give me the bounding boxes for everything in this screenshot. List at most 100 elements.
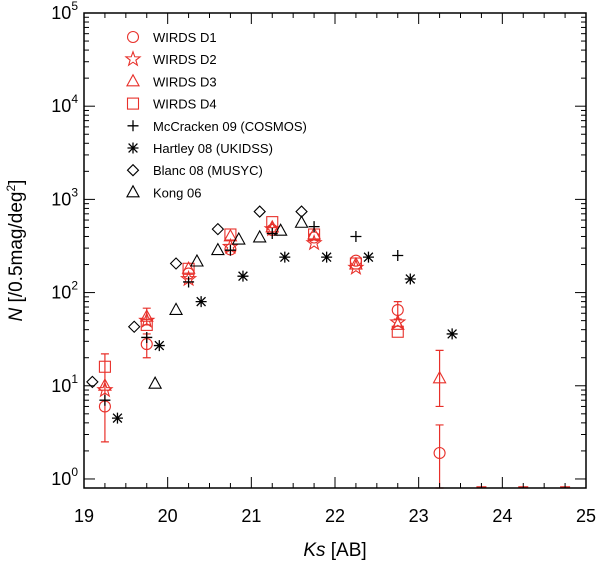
legend-marker-1-shape (126, 30, 140, 44)
data-point-6-8 (404, 273, 416, 285)
data-point-6-2-shape (153, 340, 165, 352)
data-point-5-3-shape (183, 276, 195, 288)
data-point-4-1-shape (98, 360, 111, 373)
data-point-4-3 (182, 262, 195, 275)
series-6 (111, 251, 458, 424)
legend-marker-6 (127, 142, 139, 154)
data-point-3-1 (97, 378, 112, 391)
series-7 (86, 205, 308, 389)
data-point-3-2 (139, 309, 154, 322)
legend-label-7: Blanc 08 (MUSYC) (153, 163, 263, 178)
y-tick-label: 101 (51, 372, 78, 396)
data-point-4-5-shape (266, 216, 279, 229)
legend-marker-1 (126, 30, 140, 44)
data-point-8-8 (294, 215, 309, 228)
data-point-8-4 (210, 242, 225, 256)
data-point-4-4-shape (224, 228, 237, 241)
x-tick-label: 19 (74, 506, 94, 526)
error-bar-3-2 (435, 349, 444, 408)
data-point-6-4 (237, 270, 249, 282)
data-point-5-3 (183, 276, 195, 288)
legend-marker-6-shape (127, 142, 139, 154)
data-point-6-3-shape (195, 296, 207, 308)
data-layer (86, 205, 571, 489)
data-point-5-7-shape (350, 230, 362, 242)
data-point-4-2-shape (140, 318, 153, 331)
y-tick-label-exponent: 2 (71, 279, 78, 293)
legend-label-5: McCracken 09 (COSMOS) (153, 119, 307, 134)
data-point-8-3 (189, 253, 204, 267)
x-tick-label: 24 (492, 506, 512, 526)
data-point-6-6 (321, 251, 333, 263)
legend-marker-5-shape (127, 120, 139, 132)
x-tick-label: 20 (158, 506, 178, 526)
data-point-6-2 (153, 340, 165, 352)
data-point-8-1-shape (148, 376, 163, 389)
y-axis-label-rest: [/0.5mag/deg (6, 192, 27, 308)
x-tick-label: 21 (241, 506, 261, 526)
data-point-6-4-shape (237, 270, 249, 282)
data-point-5-2-shape (141, 331, 153, 343)
legend-item-3: WIRDS D3 (126, 73, 217, 89)
x-tick-label: 22 (325, 506, 345, 526)
data-point-3-6 (307, 226, 322, 240)
data-point-8-3-shape (189, 253, 204, 267)
data-point-5-7 (350, 230, 362, 242)
data-point-8-7 (273, 223, 288, 236)
legend-label-6: Hartley 08 (UKIDSS) (153, 141, 273, 156)
data-point-7-1-shape (86, 375, 99, 389)
y-tick-label-base: 10 (51, 283, 71, 303)
legend-marker-3-shape (126, 73, 140, 87)
legend-item-8: Kong 06 (126, 184, 201, 200)
data-point-8-2-shape (169, 302, 184, 315)
data-point-3-8 (390, 317, 405, 330)
series-4 (98, 216, 404, 373)
legend-marker-3 (126, 73, 140, 87)
legend-item-5: McCracken 09 (COSMOS) (127, 119, 307, 134)
data-point-1-9 (433, 446, 446, 460)
data-point-6-1 (111, 412, 123, 424)
legend-marker-5 (127, 120, 139, 132)
data-point-7-3-shape (169, 257, 183, 270)
data-point-7-4 (211, 222, 225, 236)
y-tick-label-base: 10 (51, 3, 71, 23)
data-point-5-1 (99, 394, 111, 406)
data-point-2-6-shape (305, 233, 323, 251)
data-point-7-4-shape (211, 222, 225, 236)
data-point-6-7-shape (362, 251, 374, 263)
data-point-5-8-shape (392, 249, 404, 261)
data-point-8-6 (252, 229, 267, 243)
data-point-7-1 (86, 375, 99, 389)
data-point-4-4 (224, 228, 237, 241)
y-tick-label-base: 10 (51, 189, 71, 209)
data-point-6-1-shape (111, 412, 123, 424)
data-point-3-6-shape (307, 226, 322, 240)
series-8 (148, 215, 309, 389)
legend-item-6: Hartley 08 (UKIDSS) (127, 141, 273, 156)
legend-item-4: WIRDS D4 (126, 97, 217, 112)
legend-marker-4-shape (126, 97, 140, 110)
data-point-7-2 (127, 320, 141, 334)
data-point-3-2-shape (139, 309, 154, 322)
data-point-5-8 (392, 249, 404, 261)
data-point-5-6-shape (308, 221, 320, 233)
legend: WIRDS D1 WIRDS D2 WIRDS D3 WIRDS D4 McCracke… (124, 30, 307, 200)
legend-marker-2-shape (124, 50, 142, 67)
data-point-8-6-shape (252, 229, 267, 243)
series-3 (97, 219, 447, 408)
legend-marker-7-shape (126, 163, 140, 177)
data-point-6-5 (279, 251, 291, 263)
legend-label-2: WIRDS D2 (153, 52, 217, 67)
y-tick-label-base: 10 (51, 96, 71, 116)
data-point-7-3 (169, 257, 183, 270)
legend-marker-2 (124, 50, 142, 67)
y-tick-label-exponent: 4 (71, 92, 78, 106)
data-point-1-9-shape (433, 446, 446, 460)
legend-item-1: WIRDS D1 (126, 30, 217, 45)
data-point-5-4-shape (224, 244, 236, 256)
data-point-4-3-shape (182, 262, 195, 275)
series-5 (99, 221, 404, 406)
data-point-2-6 (305, 233, 323, 251)
data-point-8-7-shape (273, 223, 288, 236)
